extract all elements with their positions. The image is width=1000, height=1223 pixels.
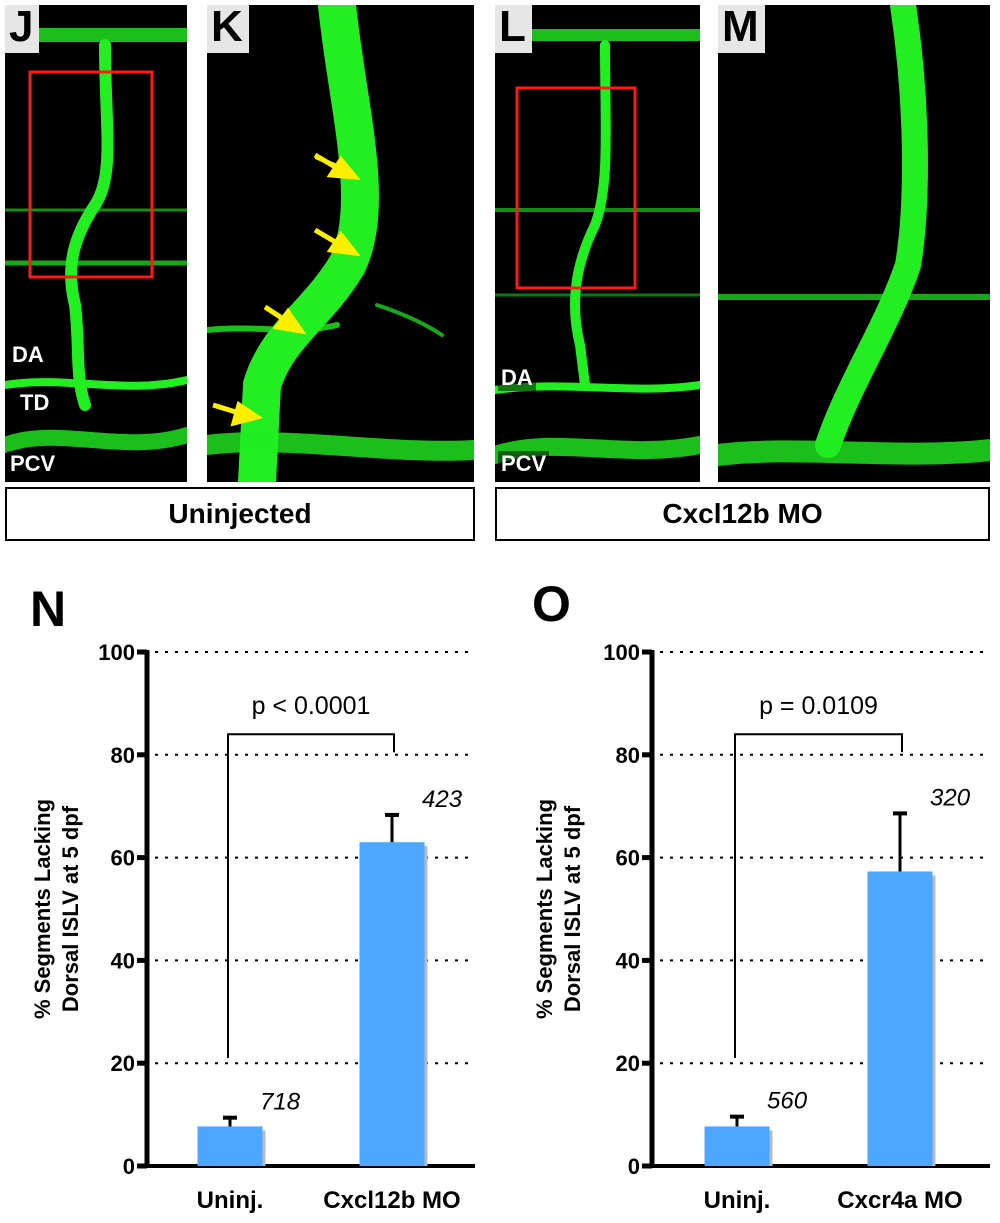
label-td: TD xyxy=(17,390,53,416)
micrograph-k: K xyxy=(207,5,474,482)
label-pcv: PCV xyxy=(498,451,550,477)
y-tick-label: 100 xyxy=(603,640,640,665)
bar xyxy=(197,1126,263,1166)
significance-bracket xyxy=(734,733,903,1059)
significance-bracket xyxy=(227,733,395,1059)
n-label: 423 xyxy=(422,786,463,813)
panel-letter-o: O xyxy=(532,576,571,632)
panel-letter: L xyxy=(495,5,532,53)
x-tick-label: Uninj. xyxy=(704,1187,771,1214)
micrograph-j: J DA TD PCV xyxy=(5,5,187,482)
p-value-annotation: p = 0.0109 xyxy=(759,692,878,720)
condition-label-uninjected: Uninjected xyxy=(5,487,475,541)
y-tick-label: 0 xyxy=(628,1154,640,1179)
y-tick-label: 80 xyxy=(111,743,135,768)
zoom-box xyxy=(515,86,637,290)
y-tick-label: 60 xyxy=(111,846,135,871)
label-pcv: PCV xyxy=(7,451,59,477)
x-tick-label: Cxcr4a MO xyxy=(837,1187,962,1214)
bar xyxy=(867,871,933,1166)
zoom-box xyxy=(28,70,154,279)
bar xyxy=(704,1126,770,1166)
panel-letter-n: N xyxy=(30,581,67,637)
panel-letter: M xyxy=(718,5,765,53)
y-axis-label: % Segments Lacking xyxy=(30,799,55,1019)
condition-label-cxcl12b-mo: Cxcl12b MO xyxy=(495,487,990,541)
p-value-annotation: p < 0.0001 xyxy=(252,692,371,720)
micrograph-l: L DA PCV xyxy=(495,5,700,482)
vessel-image-m xyxy=(718,5,990,466)
y-tick-label: 20 xyxy=(616,1051,640,1076)
x-tick-label: Uninj. xyxy=(197,1187,264,1214)
y-tick-label: 80 xyxy=(616,743,640,768)
y-axis-label: % Segments Lacking xyxy=(532,799,557,1019)
y-tick-label: 60 xyxy=(616,846,640,871)
y-axis-label: Dorsal ISLV at 5 dpf xyxy=(560,805,585,1012)
y-axis-label: Dorsal ISLV at 5 dpf xyxy=(58,805,83,1012)
label-da: DA xyxy=(498,365,536,391)
vessel-image-k xyxy=(207,5,474,482)
panel-letter: J xyxy=(5,5,40,53)
micrograph-m: M xyxy=(718,5,990,482)
y-tick-label: 20 xyxy=(111,1051,135,1076)
y-tick-label: 40 xyxy=(111,948,135,973)
y-tick-label: 0 xyxy=(123,1154,135,1179)
n-label: 560 xyxy=(767,1088,808,1115)
n-label: 320 xyxy=(930,784,971,811)
n-label: 718 xyxy=(260,1089,301,1116)
y-tick-label: 100 xyxy=(98,640,135,665)
panel-letter: K xyxy=(207,5,249,53)
label-da: DA xyxy=(9,342,47,368)
x-tick-label: Cxcl12b MO xyxy=(323,1187,460,1214)
bar xyxy=(359,842,425,1166)
y-tick-label: 40 xyxy=(616,948,640,973)
